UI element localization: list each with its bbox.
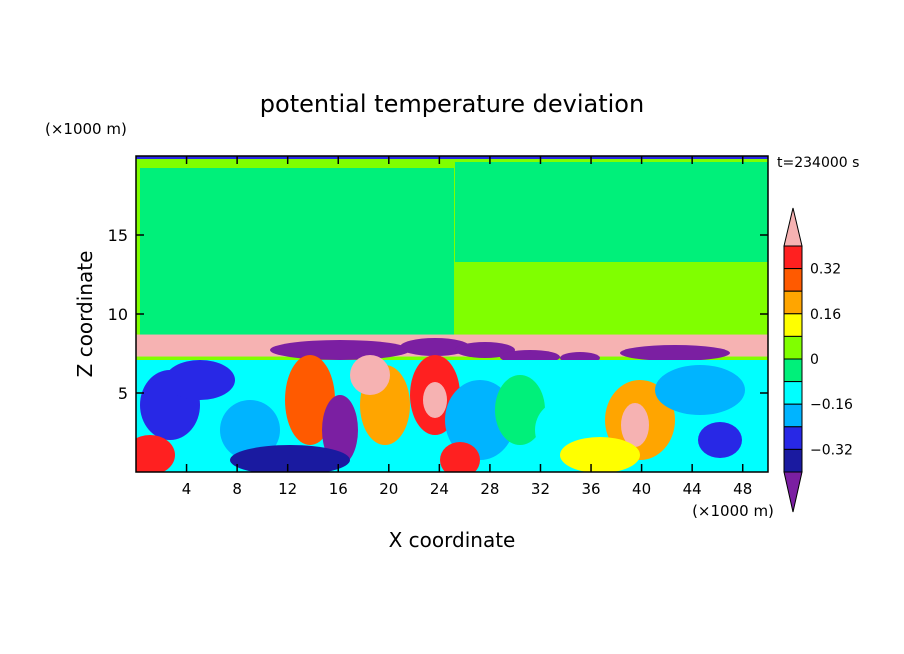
colorbar-label: 0 [810, 352, 819, 368]
colorbar-swatch [783, 313, 803, 337]
x-tick-label: 32 [531, 480, 550, 498]
y-tick-label: 15 [108, 226, 128, 245]
y-axis-label: Z coordinate [73, 251, 97, 378]
x-tick-label: 36 [581, 480, 600, 498]
y-unit-label: (×1000 m) [45, 120, 127, 138]
colorbar-swatch [783, 426, 803, 450]
x-tick-label: 28 [480, 480, 499, 498]
x-tick-label: 40 [632, 480, 651, 498]
colorbar-label: −0.32 [810, 442, 853, 458]
x-tick-label: 44 [683, 480, 702, 498]
field-cell [423, 382, 447, 418]
field-cell [620, 345, 730, 361]
field-cell [230, 445, 350, 472]
field-cell [220, 400, 280, 460]
chart-title: potential temperature deviation [260, 90, 644, 118]
heatmap-field [136, 156, 768, 472]
x-tick-label: 48 [733, 480, 752, 498]
x-unit-label: (×1000 m) [692, 502, 774, 520]
field-cell [400, 338, 470, 356]
colorbar-swatch [783, 358, 803, 383]
y-axis: 5 10 15 [108, 226, 768, 403]
field-cell [655, 365, 745, 415]
x-tick-label: 4 [182, 480, 192, 498]
field-cell [165, 360, 235, 400]
y-tick-label: 5 [118, 384, 128, 403]
x-tick-label: 24 [430, 480, 449, 498]
x-tick-label: 12 [278, 480, 297, 498]
colorbar-swatch [783, 245, 803, 270]
x-axis: 4 8 12 16 20 24 28 32 36 40 44 48 [182, 156, 752, 498]
field-cell [136, 435, 175, 472]
y-tick-label: 10 [108, 305, 128, 324]
field-cell [698, 422, 742, 458]
colorbar-swatch [783, 207, 803, 247]
x-axis-label: X coordinate [389, 528, 516, 552]
field-cell [621, 403, 649, 447]
x-tick-label: 16 [329, 480, 348, 498]
colorbar-swatch [783, 471, 803, 513]
colorbar-swatch [783, 290, 803, 315]
colorbar-swatch [783, 268, 803, 292]
colorbar-label: 0.16 [810, 307, 841, 323]
field-cell [495, 375, 545, 445]
colorbar-label: 0.32 [810, 262, 841, 278]
field-cell [455, 342, 515, 358]
colorbar-label: −0.16 [810, 397, 853, 413]
colorbar: 0.32 0.16 0 −0.16 −0.32 [783, 207, 853, 513]
colorbar-swatch [783, 448, 803, 473]
colorbar-swatch [783, 403, 803, 428]
field-cell [322, 395, 358, 465]
field-cell [440, 442, 480, 472]
colorbar-swatch [783, 335, 803, 360]
x-tick-label: 20 [379, 480, 398, 498]
field-top-strip [136, 156, 768, 159]
colorbar-swatch [783, 381, 803, 405]
field-cell [270, 340, 410, 360]
field-region [455, 162, 768, 262]
field-cell [560, 437, 640, 472]
x-tick-label: 8 [232, 480, 242, 498]
time-label: t=234000 s [777, 155, 859, 171]
field-cell [350, 355, 390, 395]
field-region [140, 168, 454, 338]
